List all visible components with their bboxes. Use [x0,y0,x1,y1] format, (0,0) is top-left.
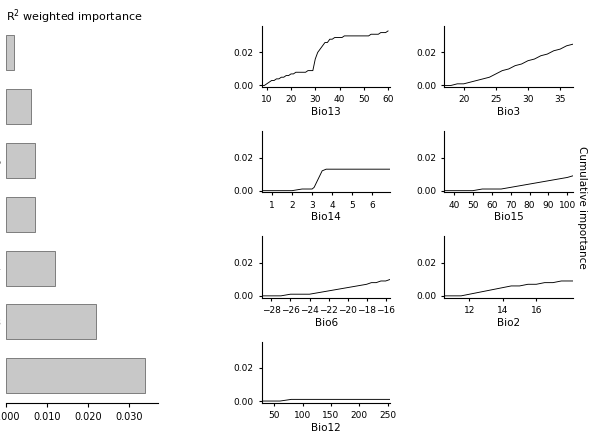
Bar [6,251,55,286]
X-axis label: Bio6: Bio6 [314,318,338,328]
X-axis label: Bio3: Bio3 [497,107,520,117]
Bar [6,358,145,393]
Bar [6,304,96,339]
Bar [6,89,31,124]
Bar [6,143,35,178]
Text: Cumulative importance: Cumulative importance [577,146,587,269]
X-axis label: Bio13: Bio13 [311,107,341,117]
X-axis label: Bio12: Bio12 [311,423,341,433]
X-axis label: Bio15: Bio15 [494,213,524,223]
Bar [6,36,14,71]
Text: R$^{2}$ weighted importance: R$^{2}$ weighted importance [6,7,143,26]
Bar [6,197,35,232]
X-axis label: Bio2: Bio2 [497,318,520,328]
X-axis label: Bio14: Bio14 [311,213,341,223]
